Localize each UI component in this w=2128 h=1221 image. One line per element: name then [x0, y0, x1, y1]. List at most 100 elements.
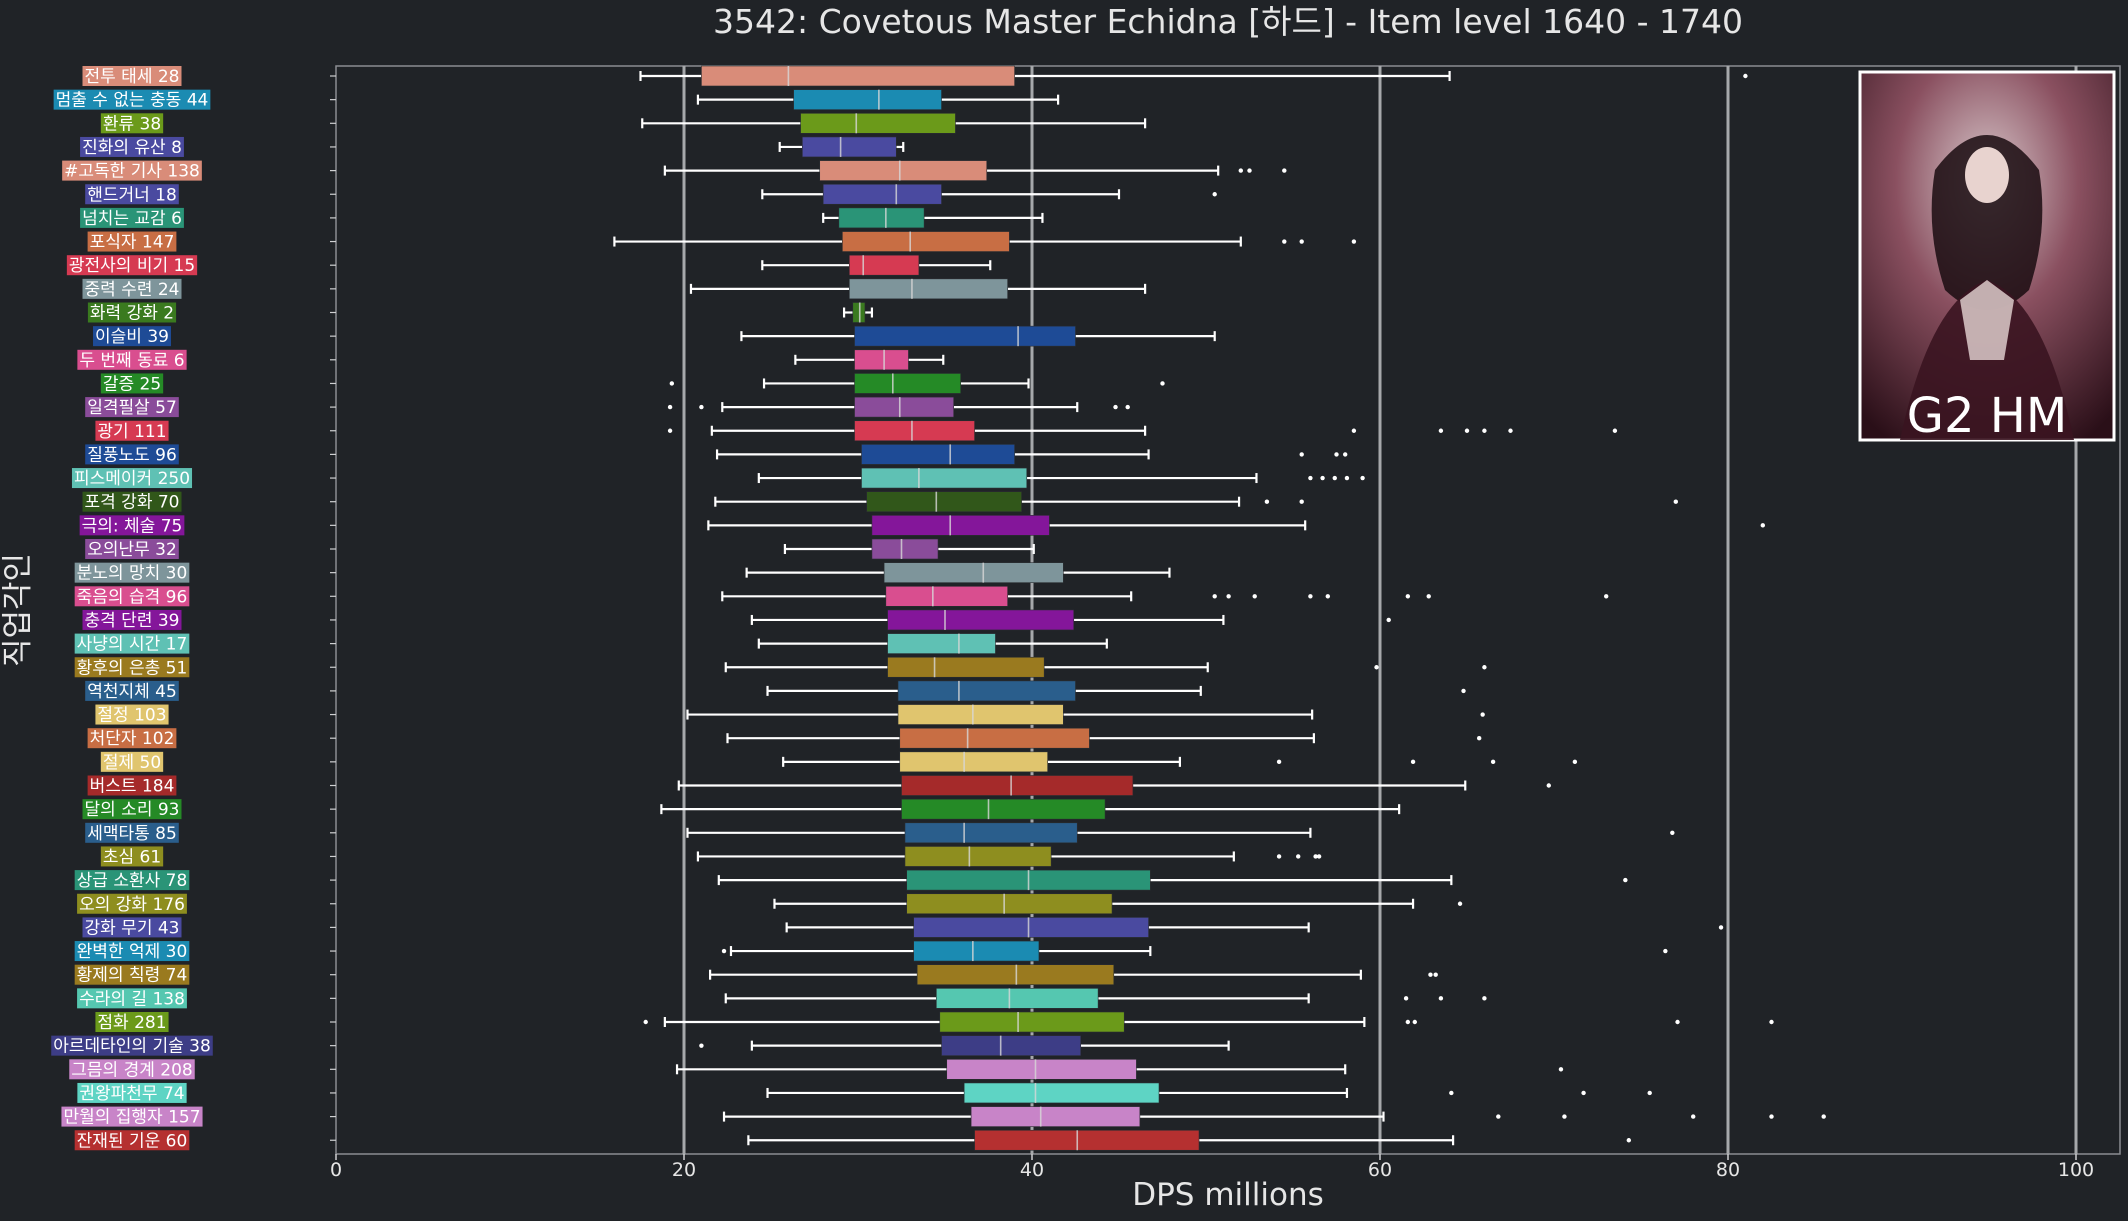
box-4 — [663, 160, 1287, 181]
outlier-point — [699, 404, 704, 410]
iqr-box — [838, 207, 925, 229]
outlier-point — [1743, 73, 1748, 79]
iqr-box — [946, 1059, 1137, 1080]
iqr-box — [852, 302, 866, 323]
iqr-box — [871, 538, 939, 560]
iqr-box — [904, 846, 1052, 867]
category-label-text: 수라의 길 138 — [79, 989, 185, 1009]
category-label: 황후의 은총 51 — [74, 657, 190, 678]
iqr-box — [842, 231, 1010, 252]
category-label: 환류 38 — [100, 113, 164, 134]
outlier-point — [1480, 712, 1485, 717]
category-label: 오의난무 32 — [85, 539, 179, 560]
iqr-box — [854, 325, 1076, 347]
iqr-box — [848, 278, 1008, 300]
category-label-text: 이슬비 39 — [95, 327, 169, 347]
category-label-text: 환류 38 — [103, 114, 161, 134]
outlier-point — [1438, 428, 1444, 433]
iqr-box — [819, 160, 988, 181]
iqr-box — [800, 113, 956, 134]
x-tick-label: 100 — [2058, 1159, 2094, 1181]
category-label-bg — [66, 255, 198, 276]
category-label: 역천지체 45 — [85, 680, 179, 702]
category-label-text: 포식자 147 — [90, 233, 175, 253]
box-40 — [643, 1011, 1774, 1033]
category-label: 화력 강화 2 — [87, 302, 177, 324]
outlier-point — [1612, 428, 1618, 433]
category-label: 갈증 25 — [100, 373, 164, 394]
outlier-point — [1405, 594, 1411, 599]
category-label: 완벽한 억제 30 — [74, 941, 190, 962]
outlier-point — [1351, 428, 1357, 433]
category-label-bg — [74, 941, 190, 962]
category-label: 강화 무기 43 — [82, 917, 182, 938]
category-label: 진화의 유산 8 — [80, 136, 184, 158]
category-label-text: 아르데타인의 기술 38 — [53, 1037, 211, 1057]
category-label-bg — [51, 1035, 213, 1056]
outlier-point — [1691, 1114, 1696, 1119]
category-label: 절제 50 — [100, 751, 164, 773]
category-label-bg — [77, 893, 187, 914]
outlier-point — [1760, 523, 1766, 528]
category-label: 핸드거너 18 — [85, 184, 179, 205]
iqr-box — [822, 183, 942, 205]
box-2 — [641, 113, 1147, 134]
category-label-text: 포격 강화 70 — [85, 493, 180, 513]
box-0 — [639, 65, 1748, 87]
category-label-bg — [95, 420, 169, 441]
outlier-point — [1412, 1019, 1418, 1025]
box-20 — [783, 538, 1035, 560]
category-label: 황제의 칙령 74 — [74, 964, 190, 986]
iqr-box — [897, 704, 1064, 725]
box-35 — [773, 893, 1463, 915]
category-label-bg — [74, 964, 190, 985]
outlier-point — [1360, 475, 1365, 481]
iqr-box — [887, 633, 996, 654]
outlier-point — [1125, 404, 1130, 410]
category-label: 중력 수련 24 — [82, 278, 182, 300]
box-10 — [842, 302, 874, 323]
category-label: 권왕파천무 74 — [77, 1082, 187, 1104]
outlier-point — [1562, 1114, 1567, 1119]
outlier-point — [1252, 594, 1257, 599]
outlier-point — [1663, 948, 1668, 954]
category-label: 분노의 망치 30 — [74, 562, 190, 584]
category-label-text: 점화 281 — [97, 1013, 166, 1033]
outlier-point — [1476, 736, 1482, 741]
outlier-point — [1238, 168, 1244, 173]
iqr-box — [887, 609, 1075, 631]
category-label-text: 두 번째 동료 6 — [79, 351, 184, 371]
box-11 — [740, 325, 1216, 347]
category-label: 달의 소리 93 — [82, 799, 182, 820]
box-13 — [669, 373, 1165, 394]
box-22 — [721, 585, 1609, 607]
outlier-point — [1276, 854, 1282, 859]
category-label-bg — [61, 1106, 203, 1127]
category-label: 이슬비 39 — [93, 326, 171, 347]
category-label-bg — [74, 562, 190, 583]
category-label: 포격 강화 70 — [82, 491, 182, 513]
boss-portrait: G2 HM — [1858, 70, 2116, 444]
iqr-box — [906, 893, 1113, 915]
box-28 — [726, 727, 1482, 749]
outlier-point — [1581, 1090, 1586, 1096]
category-label-text: 처단자 102 — [90, 729, 175, 749]
category-label-text: 넘치는 교감 6 — [82, 209, 182, 229]
category-label-text: 강화 무기 43 — [85, 918, 180, 938]
outlier-point — [1572, 759, 1578, 765]
iqr-box — [861, 467, 1028, 489]
category-label: 그믐의 경계 208 — [69, 1059, 195, 1080]
iqr-box — [793, 89, 942, 110]
box-29 — [782, 751, 1578, 773]
outlier-point — [1264, 499, 1270, 504]
iqr-box — [861, 444, 1015, 465]
category-label-bg — [74, 633, 190, 654]
category-label-text: 권왕파천무 74 — [79, 1084, 184, 1104]
category-label-bg — [95, 1012, 169, 1032]
outlier-point — [1546, 783, 1551, 788]
outlier-point — [1433, 972, 1438, 977]
outlier-point — [1508, 428, 1513, 433]
outlier-point — [1428, 972, 1433, 977]
x-tick-label: 60 — [1368, 1159, 1392, 1181]
category-label-text: 죽음의 습격 96 — [77, 587, 188, 607]
